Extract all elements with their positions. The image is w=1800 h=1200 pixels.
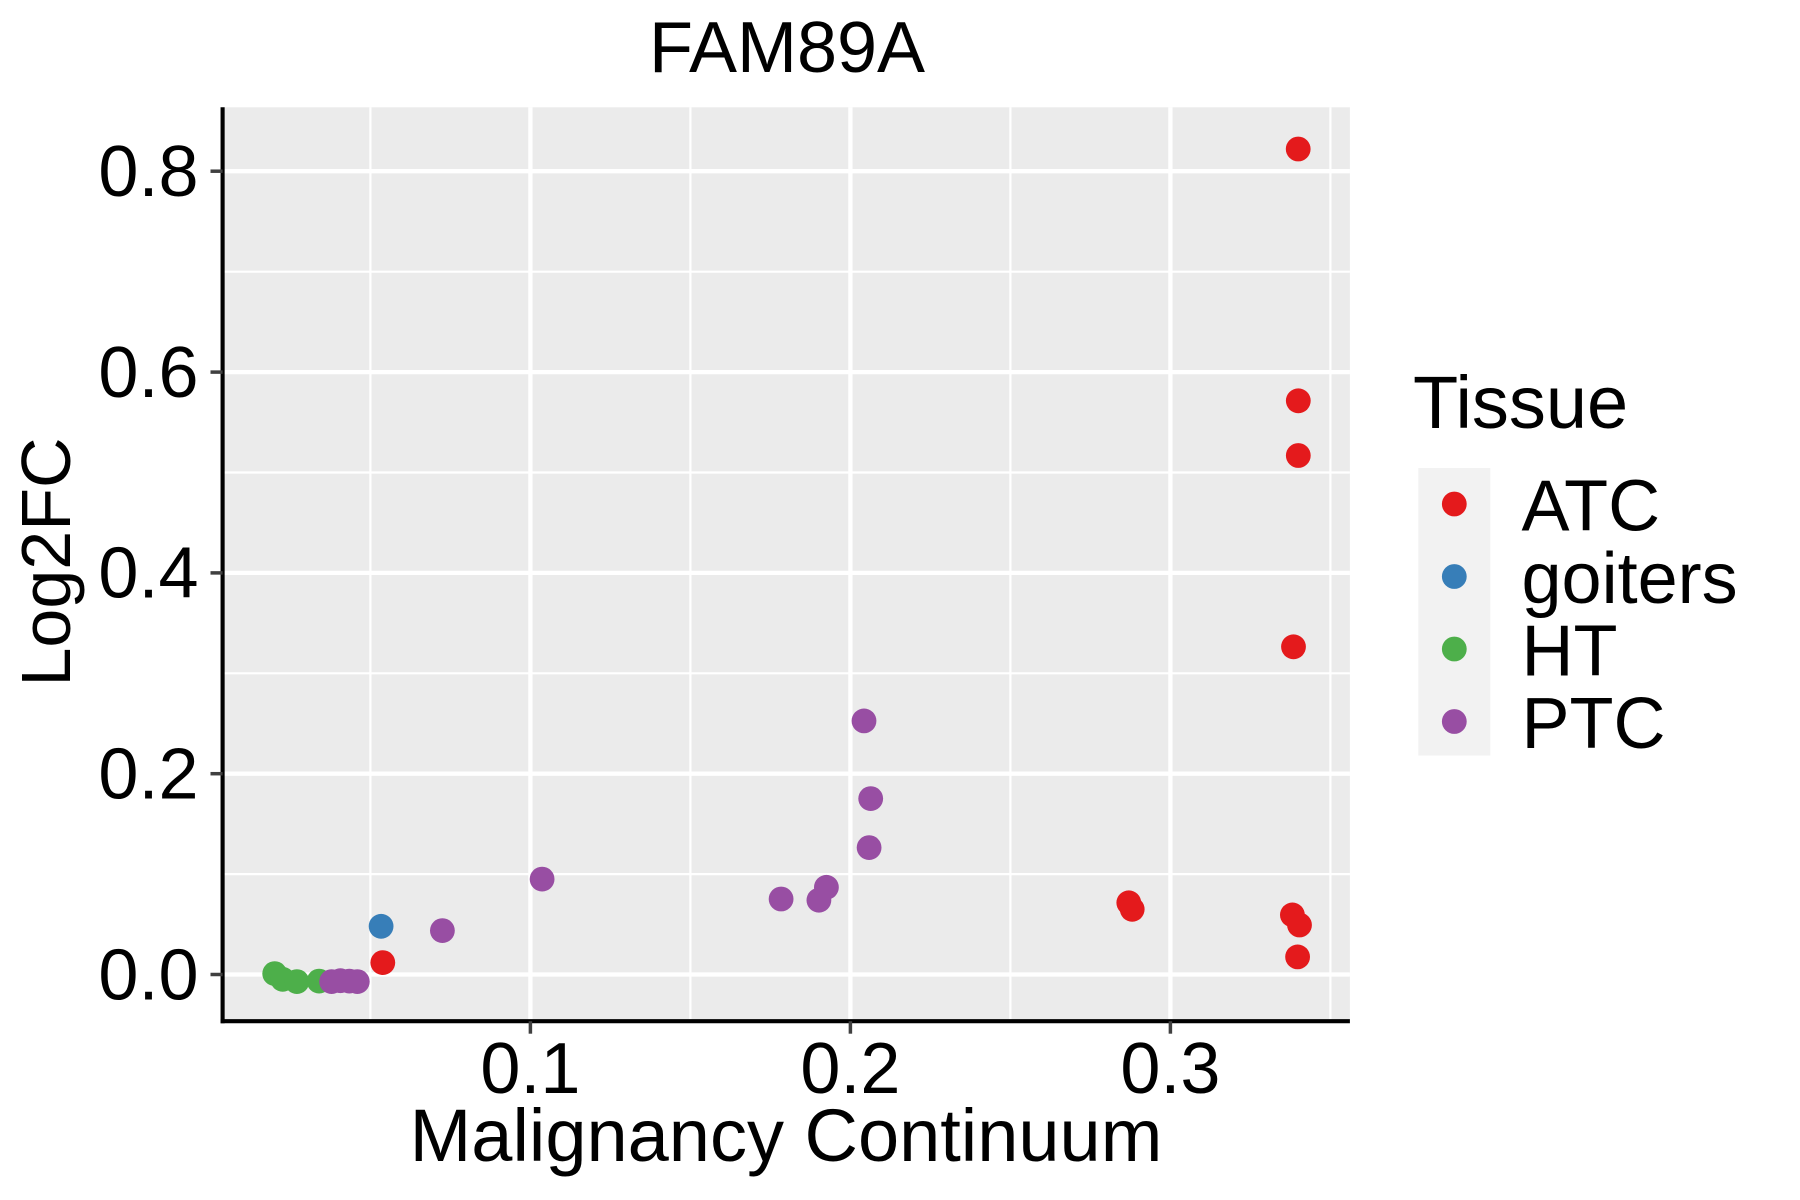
svg-text:0.4: 0.4	[98, 534, 198, 614]
svg-text:0.6: 0.6	[98, 333, 198, 413]
svg-text:HT: HT	[1522, 612, 1618, 692]
svg-text:0.2: 0.2	[800, 1029, 900, 1109]
svg-text:0.1: 0.1	[480, 1029, 580, 1109]
svg-text:PTC: PTC	[1522, 684, 1666, 764]
svg-text:ATC: ATC	[1522, 467, 1661, 547]
svg-text:Tissue: Tissue	[1413, 361, 1628, 444]
svg-text:0.8: 0.8	[98, 132, 198, 212]
svg-text:0.0: 0.0	[98, 935, 198, 1015]
svg-text:Malignancy Continuum: Malignancy Continuum	[410, 1094, 1163, 1177]
svg-text:FAM89A: FAM89A	[649, 8, 925, 88]
svg-text:0.3: 0.3	[1120, 1029, 1220, 1109]
svg-text:0.2: 0.2	[98, 735, 198, 815]
svg-text:Log2FC: Log2FC	[7, 437, 85, 686]
svg-text:goiters: goiters	[1522, 539, 1738, 619]
